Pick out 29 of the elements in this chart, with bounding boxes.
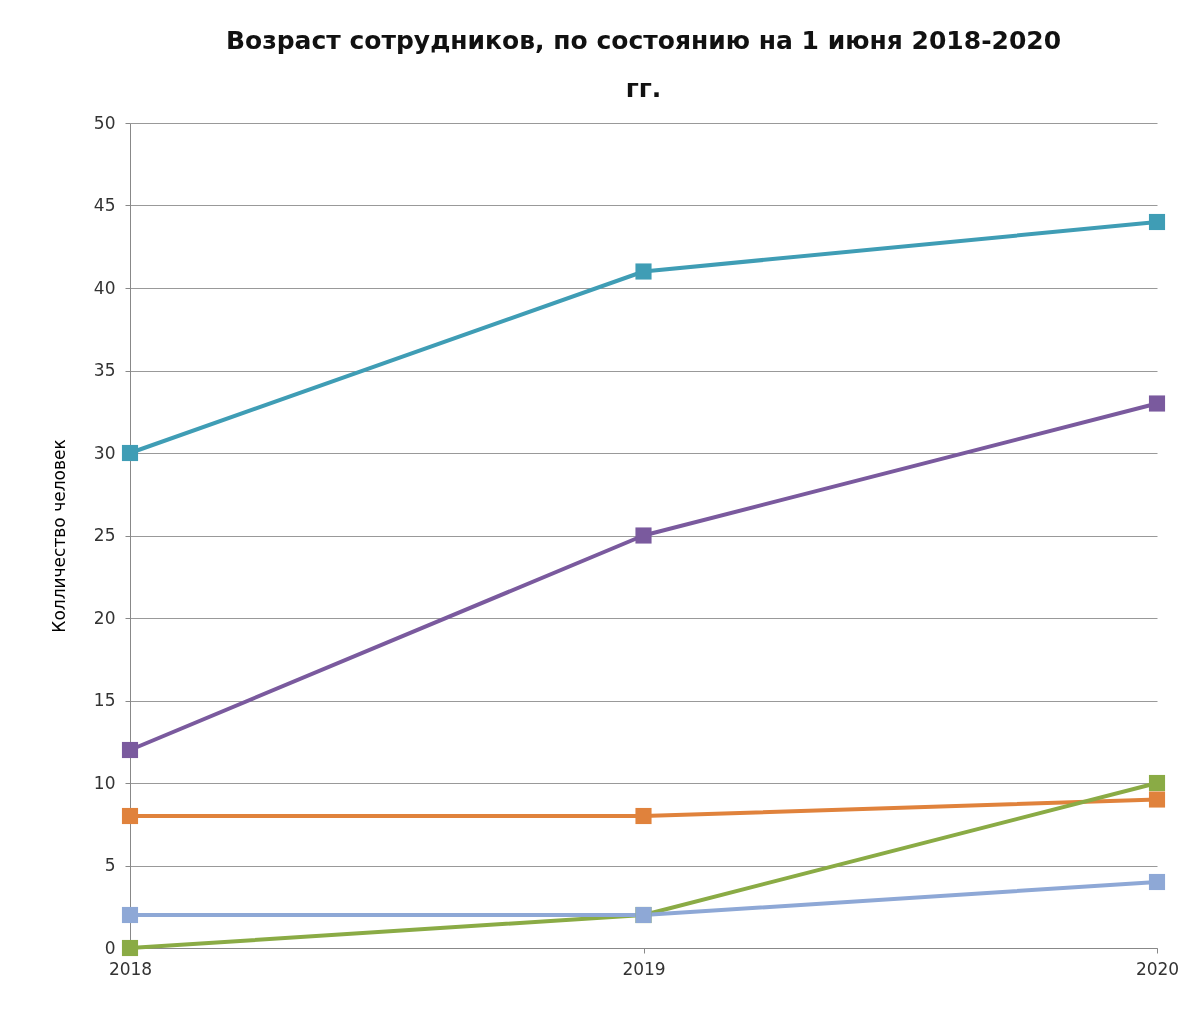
y-tick-label: 50 [93, 112, 116, 133]
y-tick-label: 5 [104, 855, 116, 875]
x-tick-label: 2019 [622, 958, 666, 979]
point [121, 939, 139, 957]
y-tick-label: 45 [93, 195, 116, 215]
point [121, 444, 139, 462]
point [635, 527, 652, 544]
x-tick-label: 2018 [108, 958, 153, 979]
point [121, 807, 139, 825]
point [121, 741, 139, 759]
x-tick-label: 2020 [1135, 958, 1180, 979]
y-tick-label: 15 [93, 690, 116, 710]
y-tick-label: 20 [93, 607, 116, 628]
point [121, 906, 139, 924]
y-tick-label: 10 [93, 772, 116, 793]
y-tick-label: 40 [93, 277, 116, 298]
y-tick-label: 35 [93, 360, 116, 380]
y-tick-label: 25 [93, 525, 116, 545]
point [1148, 791, 1166, 808]
point [1148, 213, 1166, 231]
chart-title: Возраст сотрудников, по состоянию на 1 июня 2018-2020 гг. [225, 26, 1062, 103]
point [1148, 395, 1166, 412]
point [635, 263, 652, 280]
y-axis-title: Колличество человек [48, 439, 69, 633]
point [1148, 873, 1166, 891]
point [1148, 774, 1166, 792]
y-tick-label: 0 [104, 937, 116, 958]
y-tick-label: 30 [93, 442, 116, 463]
point [635, 807, 652, 825]
